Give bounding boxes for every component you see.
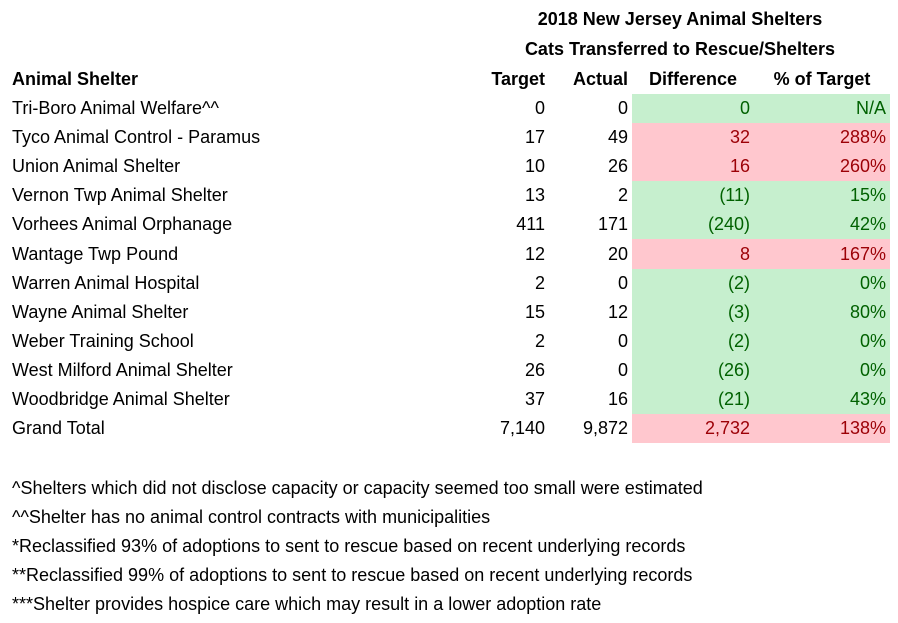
shelter-name: Tyco Animal Control - Paramus <box>12 127 261 148</box>
shelter-name: Weber Training School <box>12 330 194 351</box>
target-cell: 17 <box>524 127 545 148</box>
shelter-name: West Milford Animal Shelter <box>12 359 233 380</box>
shelter-name: Woodbridge Animal Shelter <box>12 388 230 409</box>
table-row: Wayne Animal Shelter 15 12 (3) 80% <box>8 297 890 327</box>
footnote: ***Shelter provides hospice care which m… <box>12 594 602 615</box>
shelter-name: Tri-Boro Animal Welfare^^ <box>12 98 219 119</box>
actual-cell: 26 <box>607 156 628 177</box>
target-cell: 10 <box>524 156 545 177</box>
footnote: **Reclassified 99% of adoptions to sent … <box>12 565 693 586</box>
pct-cell: 15% <box>754 181 890 211</box>
difference-cell: 16 <box>632 152 754 182</box>
difference-cell: (2) <box>632 268 754 298</box>
actual-cell: 171 <box>597 214 628 235</box>
actual-cell: 0 <box>617 359 628 380</box>
difference-cell: (2) <box>632 326 754 356</box>
pct-cell: 167% <box>754 239 890 269</box>
difference-cell: 8 <box>632 239 754 269</box>
actual-cell: 0 <box>617 98 628 119</box>
target-cell: 13 <box>524 185 545 206</box>
header-target: Target <box>491 69 545 89</box>
pct-cell: 0% <box>754 355 890 385</box>
table-row: Vernon Twp Animal Shelter 13 2 (11) 15% <box>8 181 890 211</box>
target-cell: 2 <box>534 272 545 293</box>
actual-cell: 49 <box>607 127 628 148</box>
shelter-name: Vernon Twp Animal Shelter <box>12 185 228 206</box>
header-shelter: Animal Shelter <box>12 69 139 89</box>
actual-cell: 12 <box>607 301 628 322</box>
difference-cell: (3) <box>632 297 754 327</box>
actual-cell: 16 <box>607 388 628 409</box>
table-row: Union Animal Shelter 10 26 16 260% <box>8 152 890 182</box>
difference-cell: 0 <box>632 94 754 124</box>
pct-cell: 43% <box>754 384 890 415</box>
target-cell: 15 <box>524 301 545 322</box>
shelter-name: Wayne Animal Shelter <box>12 301 189 322</box>
shelter-name: Union Animal Shelter <box>12 156 181 177</box>
difference-cell: 2,732 <box>632 414 754 444</box>
difference-cell: (26) <box>632 355 754 385</box>
pct-cell: 288% <box>754 123 890 153</box>
table-row: Tri-Boro Animal Welfare^^ 0 0 0 N/A <box>8 94 890 124</box>
difference-cell: (21) <box>632 384 754 415</box>
header-pct: % of Target <box>773 69 871 89</box>
table-row: Wantage Twp Pound 12 20 8 167% <box>8 239 890 269</box>
shelter-name: Warren Animal Hospital <box>12 272 200 293</box>
actual-cell: 20 <box>607 243 628 264</box>
shelter-name: Grand Total <box>12 418 105 439</box>
footnote: ^Shelters which did not disclose capacit… <box>12 478 703 498</box>
pct-cell: 260% <box>754 152 890 182</box>
pct-cell: 42% <box>754 210 890 240</box>
header-difference: Difference <box>648 69 738 89</box>
table-row: Weber Training School 2 0 (2) 0% <box>8 326 890 356</box>
footnote: ^^Shelter has no animal control contract… <box>12 507 491 528</box>
footnote: *Reclassified 93% of adoptions to sent t… <box>12 536 686 557</box>
shelter-table: Animal Shelter Target Actual Difference … <box>8 65 890 444</box>
difference-cell: (11) <box>632 181 754 211</box>
shelter-name: Wantage Twp Pound <box>12 243 179 264</box>
actual-cell: 0 <box>617 272 628 293</box>
pct-cell: 0% <box>754 326 890 356</box>
header-actual: Actual <box>572 69 628 89</box>
table-row: Warren Animal Hospital 2 0 (2) 0% <box>8 268 890 298</box>
target-cell: 12 <box>524 243 545 264</box>
target-cell: 2 <box>534 330 545 351</box>
title-line-1: 2018 New Jersey Animal Shelters <box>537 9 823 29</box>
pct-cell: 80% <box>754 297 890 327</box>
target-cell: 0 <box>534 98 545 119</box>
table-row: West Milford Animal Shelter 26 0 (26) 0% <box>8 355 890 385</box>
pct-cell: N/A <box>754 94 890 124</box>
table-row: Tyco Animal Control - Paramus 17 49 32 288% <box>8 123 890 153</box>
target-cell: 37 <box>524 388 545 409</box>
target-cell: 411 <box>516 214 545 235</box>
header-row: Animal Shelter Target Actual Difference … <box>8 65 890 94</box>
title-line-2: Cats Transferred to Rescue/Shelters <box>524 39 836 59</box>
pct-cell: 0% <box>754 268 890 298</box>
target-cell: 26 <box>524 359 545 380</box>
target-cell: 7,140 <box>499 418 545 439</box>
footnotes: ^Shelters which did not disclose capacit… <box>12 474 703 619</box>
table-row: Woodbridge Animal Shelter 37 16 (21) 43% <box>8 384 890 415</box>
actual-cell: 0 <box>617 330 628 351</box>
table-row: Vorhees Animal Orphanage 411 171 (240) 42% <box>8 210 890 240</box>
pct-cell: 138% <box>754 414 890 444</box>
actual-cell: 2 <box>617 185 628 206</box>
shelter-name: Vorhees Animal Orphanage <box>12 214 233 235</box>
difference-cell: (240) <box>632 210 754 240</box>
difference-cell: 32 <box>632 123 754 153</box>
actual-cell: 9,872 <box>582 418 628 439</box>
grand-total-row: Grand Total 7,140 9,872 2,732 138% <box>8 414 890 444</box>
